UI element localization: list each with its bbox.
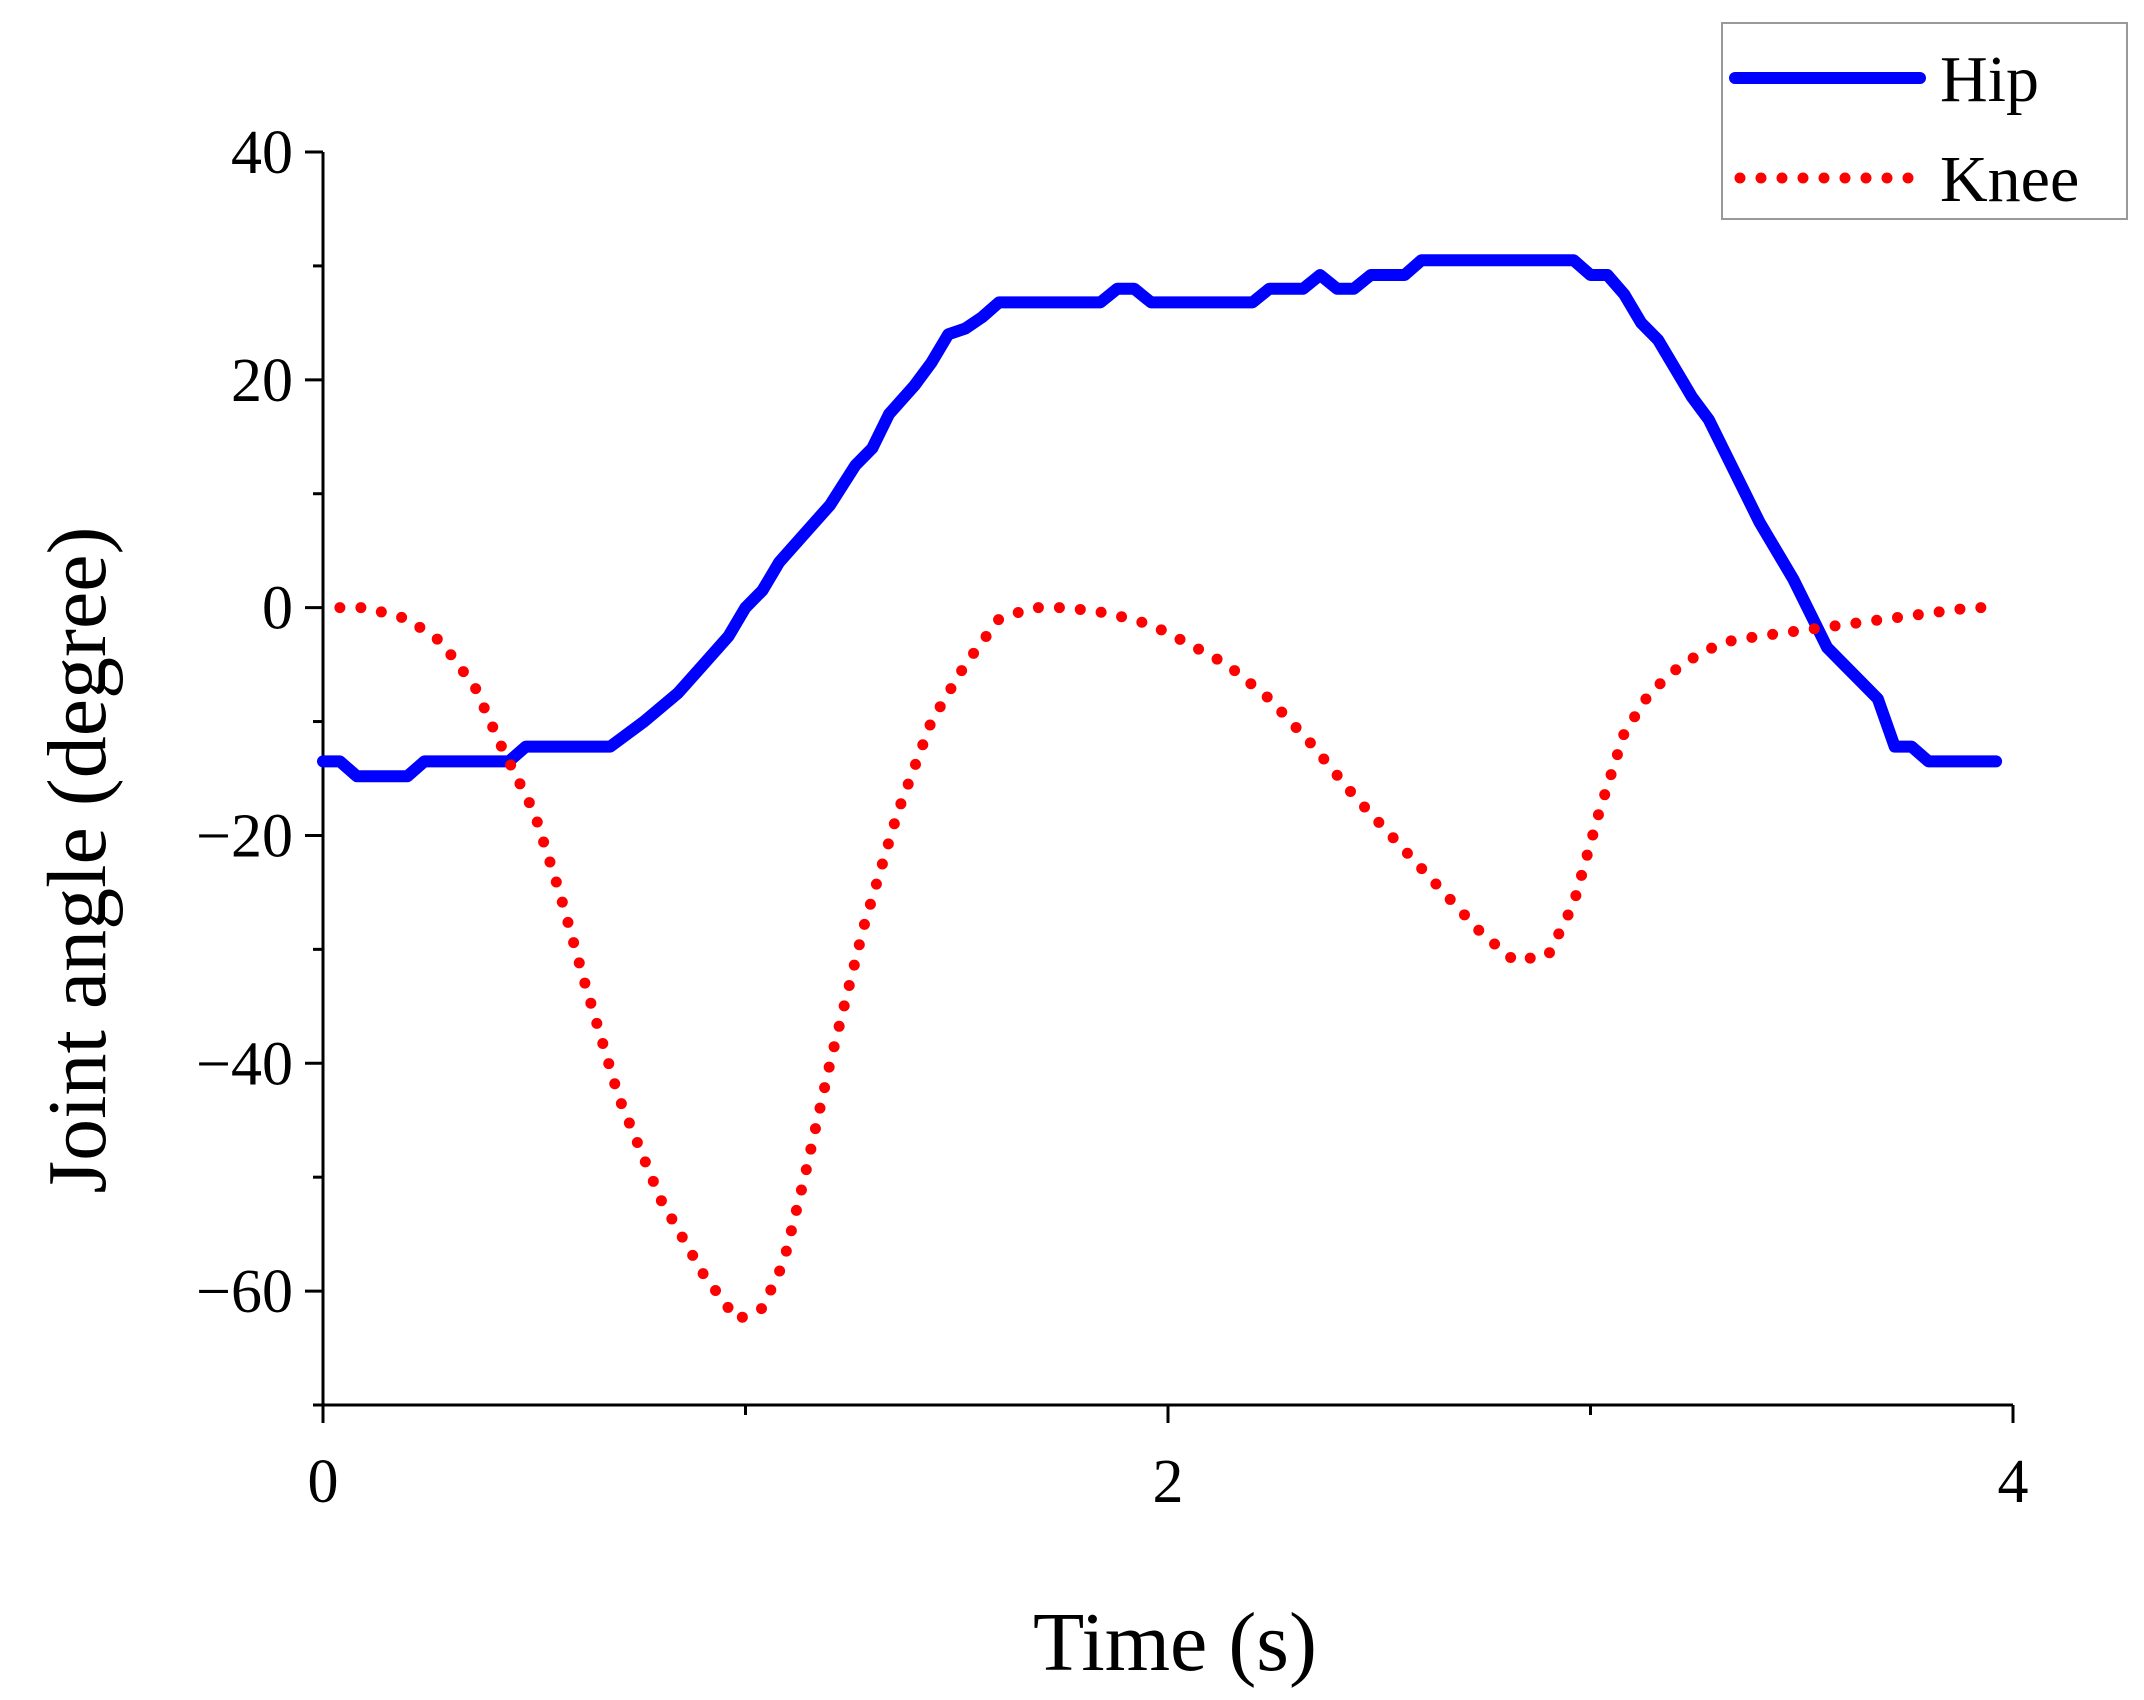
x-tick-label: 4 [1998, 1448, 2029, 1516]
y-tick-label: 40 [231, 119, 293, 187]
legend-knee-label: Knee [1940, 143, 2079, 216]
x-tick-label: 0 [308, 1448, 339, 1516]
y-tick-label: 0 [262, 575, 293, 643]
axes: 40 20 0 −20 −40 −60 0 2 4 [196, 119, 2028, 1516]
legend-hip-label: Hip [1940, 43, 2039, 116]
legend: Hip Knee [1721, 22, 2128, 220]
y-axis-title: Joint angle (degree) [31, 526, 124, 1193]
x-axis-title: Time (s) [1033, 1596, 1317, 1689]
y-tick-label: 20 [231, 347, 293, 415]
y-tick-label: −60 [196, 1258, 293, 1326]
series-line-hip [317, 254, 2003, 783]
series-line-knee [334, 602, 2002, 1326]
y-tick-label: −20 [196, 802, 293, 870]
y-tick-label: −40 [196, 1030, 293, 1098]
plot-area [317, 254, 2003, 1326]
x-tick-label: 2 [1153, 1448, 1184, 1516]
legend-box [1721, 22, 2128, 220]
